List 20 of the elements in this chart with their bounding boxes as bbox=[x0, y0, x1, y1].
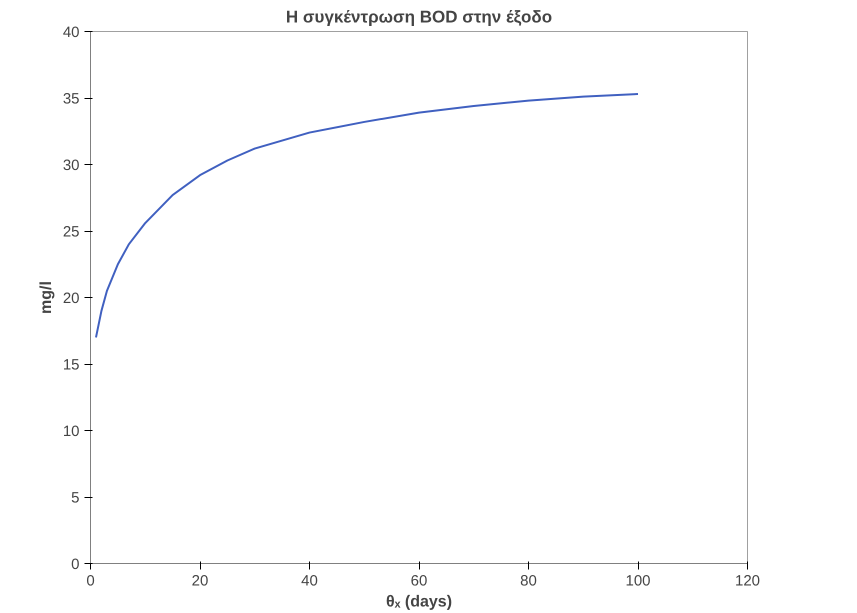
y-axis-title: mg/l bbox=[38, 281, 55, 314]
x-tick-label: 100 bbox=[625, 572, 651, 590]
x-tick-label: 60 bbox=[410, 572, 428, 590]
x-tick-label: 40 bbox=[301, 572, 318, 590]
y-tick-label: 15 bbox=[62, 356, 80, 374]
y-tick-label: 35 bbox=[62, 90, 80, 108]
x-tick-label: 0 bbox=[86, 572, 95, 590]
y-tick-label: 0 bbox=[71, 556, 80, 573]
x-axis-title: θₓ (days) bbox=[386, 594, 452, 610]
x-tick-label: 120 bbox=[734, 572, 760, 590]
y-tick-label: 30 bbox=[62, 157, 80, 174]
chart-title: Η συγκέντρωση BOD στην έξοδο bbox=[286, 8, 552, 26]
y-tick-label: 10 bbox=[62, 423, 80, 440]
y-tick-label: 5 bbox=[71, 490, 80, 506]
line-series bbox=[94, 93, 639, 338]
y-tick-label: 25 bbox=[62, 224, 80, 240]
y-tick-label: 40 bbox=[62, 24, 80, 41]
x-tick-label: 20 bbox=[192, 572, 208, 590]
y-tick-label: 20 bbox=[62, 290, 80, 307]
x-tick-label: 80 bbox=[520, 572, 537, 590]
